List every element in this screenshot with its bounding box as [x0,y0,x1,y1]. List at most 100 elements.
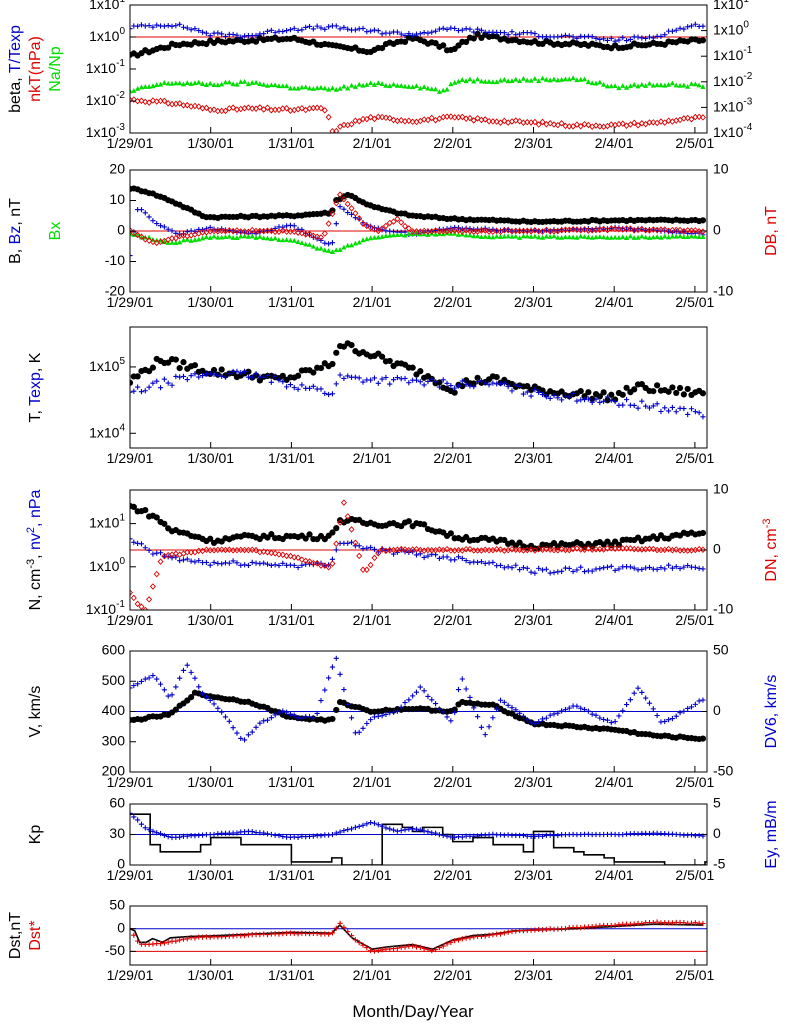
data-point [276,562,282,569]
x-axis: 1/29/01 1/30/01 1/31/01 2/1/01 2/2/01 2/3/01 2… [107,127,715,151]
data-point [188,558,194,564]
data-point [390,218,397,225]
data-point [222,374,229,380]
data-point [470,117,477,124]
data-point [669,404,676,411]
data-point [275,551,282,558]
data-point [444,833,450,839]
data-point [444,941,450,947]
data-point [253,724,259,730]
data-point [466,545,473,553]
data-point [390,81,397,87]
data-point [375,113,382,121]
data-point [207,697,213,704]
x-tick-label: 2/2/01 [433,135,472,151]
data-point [192,559,198,565]
data-point [146,675,152,681]
data-point [448,382,454,389]
data-point [157,385,164,391]
data-point [662,718,668,725]
x-tick-label: 2/3/01 [514,450,553,466]
data-point [440,709,446,715]
data-point [142,825,148,831]
data-point [215,82,221,88]
x-tick-label: 1/30/01 [187,294,234,310]
data-point [279,551,286,559]
data-point [501,565,507,571]
data-point [264,104,271,111]
data-point [696,82,702,88]
data-point [257,81,263,86]
data-point [130,810,133,816]
data-point [700,566,706,572]
data-point [203,104,210,112]
data-point [150,551,156,557]
data-point [192,371,198,377]
y2-tick-label: 1x100 [713,20,749,38]
data-point [551,233,557,239]
data-point [165,833,171,840]
data-point [509,29,515,35]
data-point [333,830,339,836]
data-point [146,596,153,603]
plot-frame [129,326,708,449]
data-point [440,226,446,233]
data-point [673,564,679,570]
data-point [509,565,515,571]
data-point [276,83,282,89]
data-point [154,676,160,682]
data-point [356,552,363,560]
data-point [620,83,626,88]
data-point [196,374,202,380]
data-point [337,204,343,210]
data-point [383,711,389,717]
series-texp [130,368,706,420]
data-point [627,83,633,89]
series-n [130,502,707,552]
x-tick-label: 1/30/01 [187,450,234,466]
data-point [394,945,400,951]
data-point [547,926,553,932]
data-point [306,558,313,565]
data-point [367,224,374,231]
data-point [272,562,278,568]
data-point [413,826,420,832]
data-point [165,380,171,386]
data-point [615,545,622,552]
data-point [700,697,706,703]
data-point [539,234,546,240]
data-point [341,24,347,31]
data-point [643,35,649,42]
data-point [177,937,183,943]
data-point [341,375,347,382]
data-point [513,32,519,38]
data-point [612,398,618,405]
data-point [138,97,145,105]
data-point [536,719,542,725]
x-tick-label: 2/1/01 [353,612,392,628]
data-point [317,562,325,569]
data-point [639,398,645,404]
data-point [681,920,687,926]
data-point [600,389,607,396]
data-point [421,29,427,36]
data-point [364,944,370,951]
data-point [654,82,660,88]
data-point [536,78,542,84]
data-point [184,236,190,242]
data-point [528,393,534,399]
data-point [497,546,504,553]
data-point [291,385,297,391]
data-point [211,106,218,113]
data-point [295,386,301,392]
data-point [517,78,523,84]
data-point [276,377,282,383]
data-point [161,224,167,230]
data-point [341,83,347,89]
data-point [608,719,614,726]
data-point [451,706,458,713]
y-axis-label: Kp [27,825,44,845]
data-point [497,697,504,703]
data-point [340,195,347,203]
data-point [524,227,531,235]
